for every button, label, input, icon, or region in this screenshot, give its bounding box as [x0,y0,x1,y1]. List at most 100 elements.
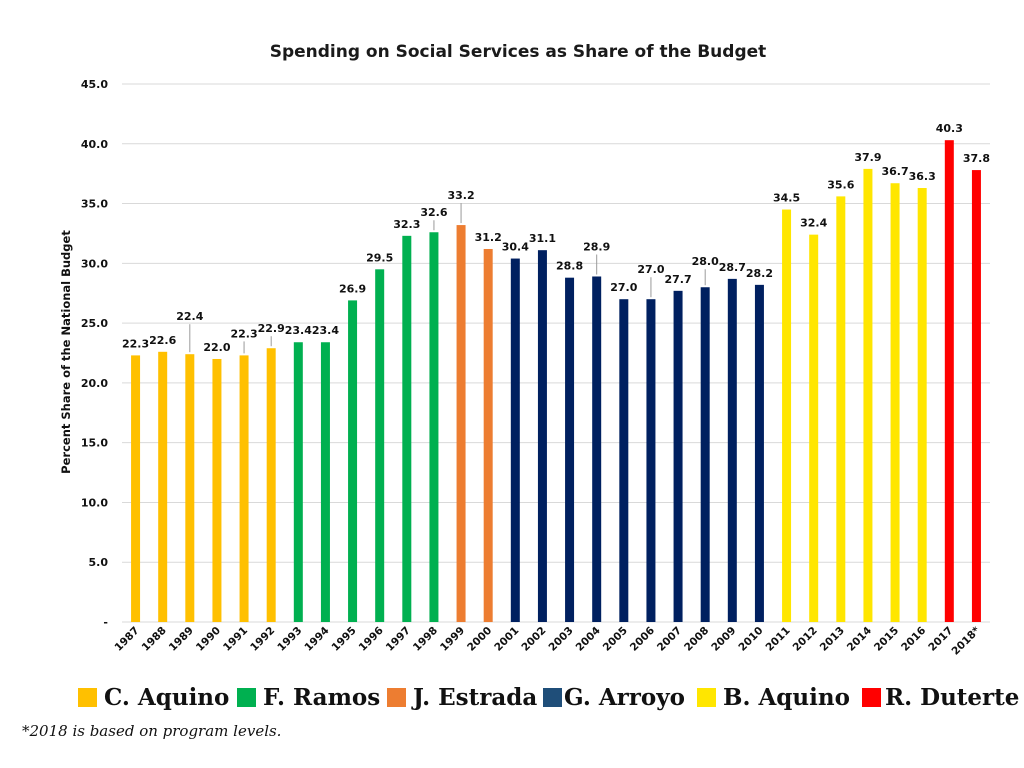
x-tick-label: 1987 [113,625,142,654]
y-tick-label: 35.0 [81,198,108,211]
x-tick-label: 1992 [248,625,277,654]
bar [212,358,222,622]
data-label: 29.5 [366,251,393,264]
y-tick-label: - [103,616,108,629]
x-tick-label: 1994 [302,625,331,654]
x-axis-ticks: 1987198819891990199119921993199419951996… [113,624,983,657]
bar [510,258,520,622]
x-tick-label: 1997 [384,625,413,654]
x-tick-label: 2001 [492,625,521,654]
data-label: 28.7 [719,261,746,274]
bar [320,342,330,622]
legend-swatch-b-aquino [697,687,716,707]
data-label: 26.9 [339,282,366,295]
data-label: 22.9 [258,322,285,335]
bar [565,277,575,622]
data-label: 22.3 [230,327,257,340]
x-tick-label: 1996 [357,625,386,654]
bars [131,140,981,623]
x-tick-label: 2012 [791,625,820,654]
data-label: 31.1 [529,232,556,245]
bar [971,170,981,622]
data-label: 27.0 [610,281,637,294]
bar [700,287,710,622]
legend-label-b-aquino: B. Aquino [723,683,850,711]
bar [592,276,602,622]
x-tick-label: 2008 [682,625,711,654]
data-label: 23.4 [312,324,339,337]
x-tick-label: 2018* [950,624,983,657]
data-label: 22.3 [122,337,149,350]
x-tick-label: 2014 [845,625,874,654]
bar [483,248,493,622]
y-tick-label: 30.0 [81,257,108,270]
legend-item-b-aquino: B. Aquino [697,680,850,714]
y-tick-label: 45.0 [81,78,108,91]
data-label: 37.8 [963,152,990,165]
data-label: 28.0 [692,255,719,268]
data-label: 28.2 [746,267,773,280]
data-label: 32.3 [393,218,420,231]
data-label: 27.7 [664,273,691,286]
bar [158,351,168,622]
bar [782,209,792,623]
data-label: 34.5 [773,192,800,205]
data-label: 22.0 [203,341,230,354]
bar [402,235,412,622]
data-label: 37.9 [854,151,881,164]
legend-item-g-arroyo: G. Arroyo [543,680,685,714]
x-tick-label: 2003 [547,625,576,654]
chart: Spending on Social Services as Share of … [59,42,990,658]
bar [809,234,819,622]
x-tick-label: 2016 [899,625,928,654]
legend-label-r-duterte: R. Duterte [885,683,1020,711]
y-tick-label: 20.0 [81,377,108,390]
x-tick-label: 2015 [872,625,901,654]
data-label: 33.2 [447,189,474,202]
legend-swatch-g-arroyo [543,687,562,707]
x-tick-label: 2007 [655,625,684,654]
legend-swatch-r-duterte [862,687,881,707]
legend-item-r-duterte: R. Duterte [862,680,1019,714]
data-label: 27.0 [637,263,664,276]
legend-swatch-c-aquino [78,687,97,707]
data-label: 31.2 [475,231,502,244]
y-axis-label: Percent Share of the National Budget [59,230,73,474]
x-tick-label: 1990 [194,625,223,654]
footnote: *2018 is based on program levels. [22,722,282,740]
data-label: 32.4 [800,217,827,230]
bar [754,284,764,622]
data-label: 22.6 [149,334,176,347]
data-label: 23.4 [285,324,312,337]
bar [293,342,303,622]
legend-swatch-j-estrada [387,687,406,707]
data-labels: 22.3 22.622.422.022.3 22.9 23.4 23.426.929.5… [122,122,990,354]
bar [429,232,439,622]
data-label: 28.9 [583,240,610,253]
x-tick-label: 2002 [519,625,548,654]
x-tick-label: 2004 [574,625,603,654]
data-label: 30.4 [502,241,529,254]
gridlines [122,83,990,623]
bar [239,355,249,622]
y-tick-label: 25.0 [81,317,108,330]
bar [944,140,954,623]
bar [185,354,195,622]
x-tick-label: 2009 [709,625,738,654]
x-tick-label: 2005 [601,625,630,654]
bar [266,348,276,622]
legend-label-f-ramos: F. Ramos [263,683,381,711]
x-tick-label: 1993 [275,625,304,654]
x-tick-label: 2006 [628,625,657,654]
bar [646,299,656,622]
legend-item-c-aquino: C. Aquino [78,680,229,714]
label-leaders [189,203,706,354]
x-tick-label: 2013 [818,625,847,654]
y-axis-ticks: - 5.0 10.0 15.0 20.0 25.0 30.0 35.0 40.0 45.0 [81,78,108,629]
bar [890,183,900,622]
data-label: 36.7 [881,165,908,178]
bar [348,300,358,622]
x-tick-label: 2000 [465,625,494,654]
bar [863,168,873,622]
x-tick-label: 2011 [764,625,793,654]
